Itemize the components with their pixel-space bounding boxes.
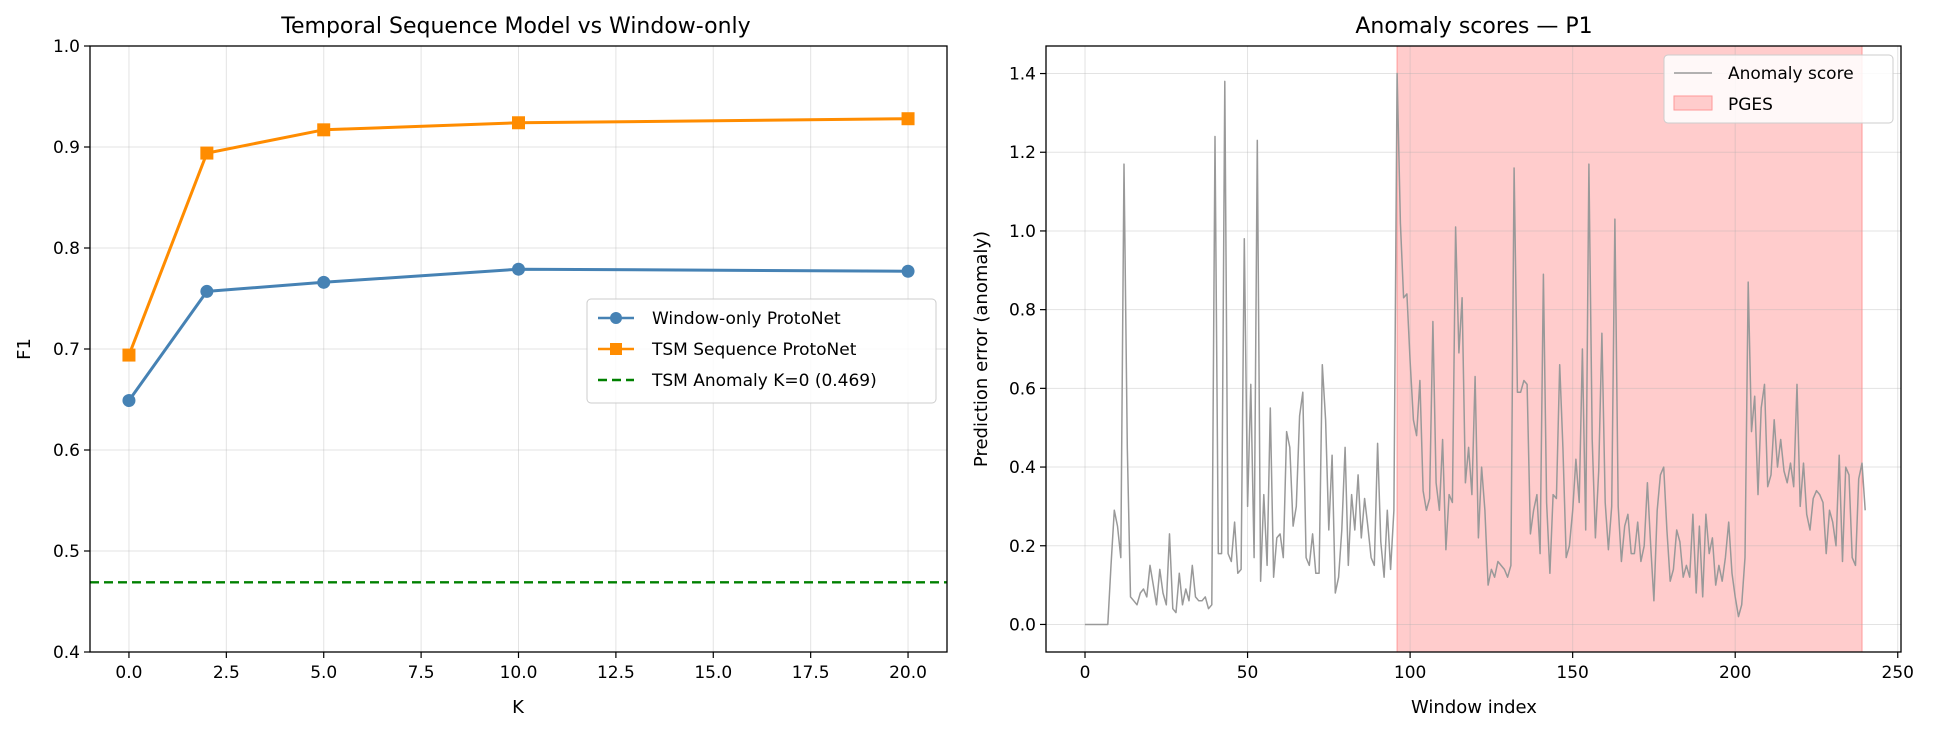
- r-y-tick-label: 1.4: [1009, 65, 1036, 85]
- span-pges: [1397, 46, 1862, 652]
- data-point-tsm-sequence-protonet: [200, 146, 214, 160]
- l-y-tick-label: 1.0: [53, 37, 80, 57]
- r-y-tick-label: 0.0: [1009, 615, 1036, 635]
- chart-right-title: Anomaly scores — P1: [1355, 14, 1592, 39]
- chart-left-legend-box: [586, 298, 937, 404]
- chart-right-y-axis: 0.0 0.2 0.4 0.6 0.8 1.0 1.2 1.4: [1009, 65, 1046, 635]
- legend-label-anomaly-score: Anomaly score: [1728, 64, 1854, 84]
- legend-label-window-only: Window-only ProtoNet: [652, 309, 841, 329]
- data-point-window-only-protonet: [901, 264, 915, 278]
- chart-right-legend-box: [1663, 54, 1894, 124]
- chart-right-x-axis: 0 50 100 150 200 250: [1080, 652, 1914, 683]
- legend-patch-pges: [1673, 95, 1713, 111]
- r-y-tick-label: 0.6: [1009, 379, 1036, 399]
- l-y-tick-label: 0.5: [53, 542, 80, 562]
- l-y-tick-label: 0.9: [53, 138, 80, 158]
- chart-left-x-label: K: [512, 697, 525, 718]
- data-point-window-only-protonet: [200, 284, 214, 298]
- legend-label-pges: PGES: [1728, 95, 1773, 115]
- data-point-tsm-sequence-protonet: [512, 116, 525, 130]
- l-x-tick-label: 17.5: [792, 663, 830, 683]
- chart-left: Temporal Sequence Model vs Window-only 0…: [14, 14, 948, 718]
- r-y-tick-label: 0.4: [1009, 458, 1036, 478]
- chart-right-frame: [1045, 45, 1902, 653]
- data-point-window-only-protonet: [317, 275, 331, 289]
- r-x-tick-label: 200: [1719, 663, 1751, 683]
- l-x-tick-label: 12.5: [597, 663, 635, 683]
- l-y-tick-label: 0.8: [53, 239, 80, 259]
- l-y-tick-label: 0.6: [53, 441, 80, 461]
- chart-left-legend: Window-only ProtoNet TSM Sequence ProtoN…: [586, 298, 937, 404]
- chart-left-y-label: F1: [14, 338, 35, 360]
- r-y-tick-label: 0.8: [1009, 301, 1036, 321]
- r-x-tick-label: 50: [1237, 663, 1259, 683]
- data-point-tsm-sequence-protonet: [317, 123, 331, 137]
- l-x-tick-label: 10.0: [500, 663, 538, 683]
- chart-left-y-axis: 0.4 0.5 0.6 0.7 0.8 0.9 1.0: [53, 37, 90, 663]
- r-y-tick-label: 1.0: [1009, 222, 1036, 242]
- data-point-window-only-protonet: [122, 394, 136, 408]
- series-line-anomaly-score: [1085, 72, 1866, 626]
- l-y-tick-label: 0.7: [53, 340, 80, 360]
- l-x-tick-label: 15.0: [694, 663, 732, 683]
- chart-left-x-axis: 0.0 2.5 5.0 7.5 10.0 12.5 15.0 17.5 20.0: [115, 652, 927, 683]
- l-x-tick-label: 2.5: [213, 663, 240, 683]
- chart-right-y-label: Prediction error (anomaly): [971, 231, 992, 467]
- chart-right-legend: Anomaly score PGES: [1663, 54, 1894, 124]
- l-x-tick-label: 7.5: [408, 663, 435, 683]
- chart-left-title: Temporal Sequence Model vs Window-only: [280, 14, 750, 39]
- l-x-tick-label: 0.0: [115, 663, 142, 683]
- legend-label-tsm-sequence: TSM Sequence ProtoNet: [651, 340, 857, 360]
- r-x-tick-label: 100: [1394, 663, 1426, 683]
- r-x-tick-label: 150: [1556, 663, 1588, 683]
- data-point-tsm-sequence-protonet: [901, 112, 915, 126]
- legend-marker-tsm-sequence: [610, 343, 622, 355]
- chart-right: Anomaly scores — P1 0.0 0.2 0.4 0.6 0.8 1.0 1.…: [971, 14, 1914, 718]
- chart-right-series: [1085, 72, 1866, 626]
- data-point-window-only-protonet: [512, 262, 525, 276]
- data-point-tsm-sequence-protonet: [122, 348, 136, 362]
- legend-marker-window-only: [610, 312, 622, 324]
- chart-left-frame: [89, 45, 948, 653]
- r-x-tick-label: 250: [1882, 663, 1914, 683]
- l-x-tick-label: 20.0: [889, 663, 927, 683]
- l-x-tick-label: 5.0: [310, 663, 337, 683]
- chart-right-x-label: Window index: [1411, 697, 1537, 718]
- r-y-tick-label: 1.2: [1009, 143, 1036, 163]
- l-y-tick-label: 0.4: [53, 643, 80, 663]
- legend-label-tsm-anomaly: TSM Anomaly K=0 (0.469): [651, 371, 877, 391]
- r-y-tick-label: 0.2: [1009, 537, 1036, 557]
- chart-right-span: [1396, 46, 1863, 652]
- r-x-tick-label: 0: [1080, 663, 1091, 683]
- chart-left-series: [90, 112, 947, 584]
